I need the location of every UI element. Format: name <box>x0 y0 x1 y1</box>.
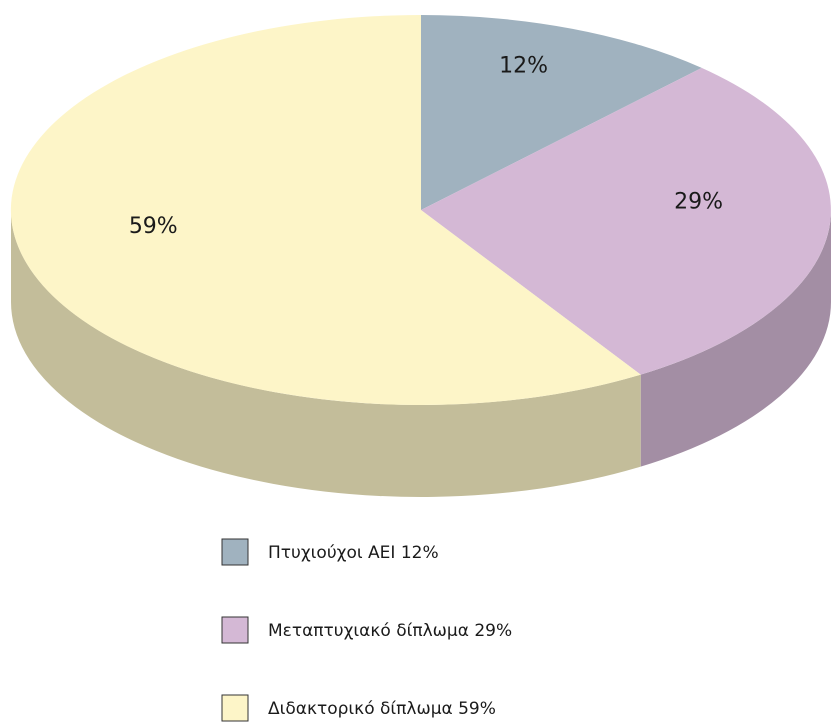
slice <box>421 67 831 375</box>
slice <box>421 15 702 210</box>
slice <box>10 14 641 405</box>
legend-label: Πτυχιούχοι ΑΕΙ 12% <box>268 543 439 563</box>
slice-side <box>640 210 831 467</box>
legend-swatch <box>221 694 249 722</box>
value-label: 29% <box>674 189 723 214</box>
value-label: 59% <box>129 214 178 239</box>
legend-label: Διδακτορικό δίπλωμα 59% <box>268 699 496 719</box>
legend-label: Μεταπτυχιακό δίπλωμα 29% <box>268 621 512 641</box>
slice-side <box>11 210 641 497</box>
legend-swatch <box>221 538 249 566</box>
value-label: 12% <box>499 54 548 79</box>
legend-swatch <box>221 616 249 644</box>
